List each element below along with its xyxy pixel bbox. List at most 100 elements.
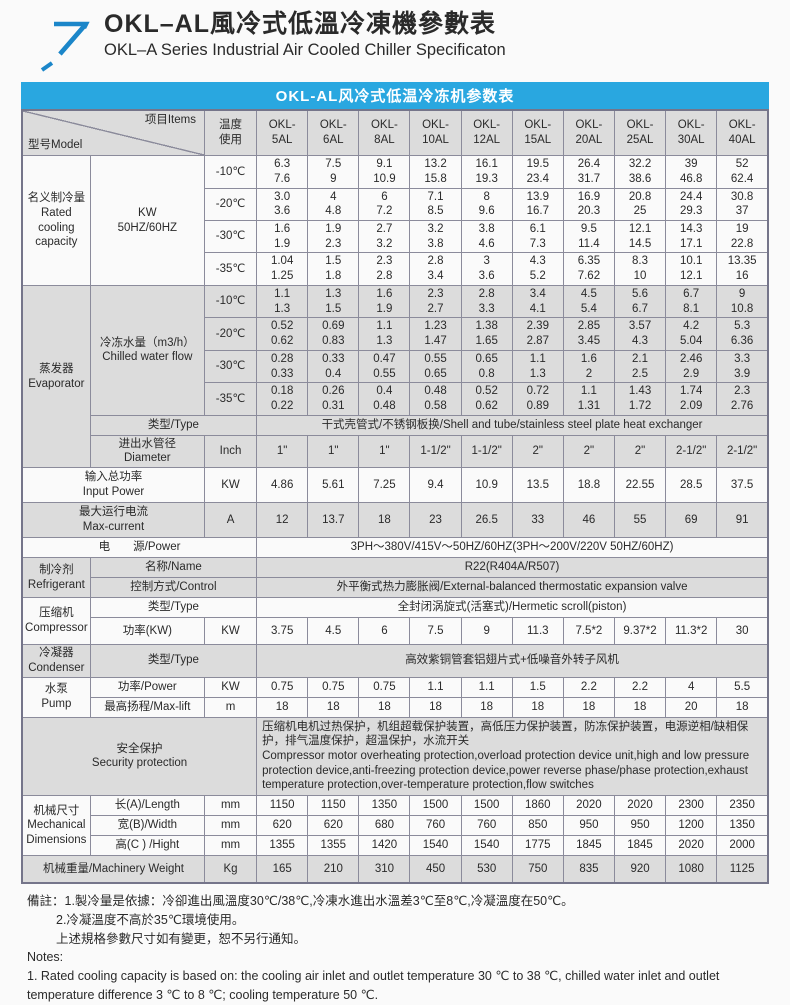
value-cell: 2.46 2.9 xyxy=(665,349,718,384)
weight-unit: Kg xyxy=(203,855,258,884)
value-cell: 4 xyxy=(665,676,718,698)
value-cell: 4.2 5.04 xyxy=(665,317,718,351)
capacity-unit-label: KW 50HZ/60HZ xyxy=(89,155,205,286)
value-cell: 0.75 xyxy=(307,676,360,698)
value-cell: 18.8 xyxy=(562,467,615,504)
notes: 備註：1.製冷量是依據：冷卻進出風溫度30℃/38℃,冷凍水進出水溫差3℃至8℃… xyxy=(27,892,790,1005)
length-label: 长(A)/Length xyxy=(89,795,205,817)
value-cell: 26.5 xyxy=(460,502,513,539)
capacity-row: -20℃ 3.0 3.6 4 4.8 6 7.2 7.1 8.5 8 9.6 1… xyxy=(22,187,769,222)
value-cell: 2350 xyxy=(716,795,769,817)
value-cell: 0.75 xyxy=(256,676,309,698)
value-cell: 620 xyxy=(307,815,360,837)
value-cell: 1.1 1.3 xyxy=(256,284,309,319)
value-cell: 55 xyxy=(613,502,667,539)
value-cell: 1845 xyxy=(562,835,615,857)
value-cell: 5.6 6.7 xyxy=(613,284,667,319)
value-cell: 18 xyxy=(358,502,411,539)
value-cell: 3.4 4.1 xyxy=(511,284,564,319)
dimension-row: 宽(B)/Width mm 620 620 680 760 760 850 95… xyxy=(22,815,769,837)
value-cell: 3.3 3.9 xyxy=(716,349,769,384)
value-cell: 2.85 3.45 xyxy=(562,317,615,351)
refrigerant-control-row: 控制方式/Control 外平衡式热力膨胀阀/External-balanced… xyxy=(22,577,769,599)
value-cell: 2.3 2.8 xyxy=(358,252,411,286)
value-cell: 0.18 0.22 xyxy=(256,382,309,416)
value-cell: 3.8 4.6 xyxy=(460,220,513,254)
value-cell: 7.5 9 xyxy=(307,155,360,189)
value-cell: 1500 xyxy=(460,795,513,817)
value-cell: 18 xyxy=(460,696,513,718)
pump-section-label: 水泵 Pump xyxy=(21,676,91,718)
value-cell: 5.3 6.36 xyxy=(716,317,769,351)
width-label: 宽(B)/Width xyxy=(89,815,205,837)
value-cell: 1.1 1.3 xyxy=(511,349,564,384)
value-cell: 10.1 12.1 xyxy=(665,252,718,286)
model-col-header: OKL- 8AL xyxy=(358,109,411,157)
pump-lift-unit: m xyxy=(203,696,258,718)
evaporator-section-label: 蒸发器 Evaporator xyxy=(21,284,91,469)
value-cell: 2.2 xyxy=(562,676,615,698)
arrow-up-right-icon xyxy=(40,21,90,72)
value-cell: 18 xyxy=(613,696,667,718)
value-cell: 6.7 8.1 xyxy=(665,284,718,319)
refrigerant-name-value: R22(R404A/R507) xyxy=(256,557,769,579)
value-cell: 18 xyxy=(307,696,360,718)
value-cell: 1080 xyxy=(665,855,718,884)
model-col-header: OKL- 12AL xyxy=(460,109,513,157)
value-cell: 16.9 20.3 xyxy=(562,187,615,222)
value-cell: 1355 xyxy=(256,835,309,857)
temp-label: -30℃ xyxy=(203,349,258,384)
value-cell: 1.43 1.72 xyxy=(613,382,667,416)
value-cell: 18 xyxy=(511,696,564,718)
page-title-zh: OKL–AL風冷式低溫冷凍機參數表 xyxy=(104,10,497,38)
value-cell: 0.75 xyxy=(358,676,411,698)
value-cell: 7.1 8.5 xyxy=(409,187,462,222)
note-zh-2: 2.冷凝溫度不高於35℃環境使用。 xyxy=(56,912,245,927)
value-cell: 2.1 2.5 xyxy=(613,349,667,384)
refrigerant-control-label: 控制方式/Control xyxy=(89,577,258,599)
value-cell: 4 4.8 xyxy=(307,187,360,222)
value-cell: 750 xyxy=(511,855,564,884)
model-col-header: OKL- 6AL xyxy=(307,109,360,157)
diameter-unit: Inch xyxy=(203,434,258,469)
input-power-label: 输入总功率 Input Power xyxy=(21,467,205,504)
value-cell: 1.1 1.31 xyxy=(562,382,615,416)
value-cell: 1.23 1.47 xyxy=(409,317,462,351)
value-cell: 7.5*2 xyxy=(562,617,615,646)
temp-label: -10℃ xyxy=(203,284,258,319)
value-cell: 1350 xyxy=(358,795,411,817)
value-cell: 2000 xyxy=(716,835,769,857)
refrigerant-name-row: 制冷剂 Refrigerant 名称/Name R22(R404A/R507) xyxy=(21,557,769,599)
value-cell: 28.5 xyxy=(665,467,718,504)
value-cell: 2.8 3.4 xyxy=(409,252,462,286)
value-cell: 39 46.8 xyxy=(665,155,718,189)
value-cell: 13.5 xyxy=(511,467,564,504)
refrigerant-control-value: 外平衡式热力膨胀阀/External-balanced thermostatic… xyxy=(256,577,769,599)
chilled-water-flow-label: 冷冻水量（m3/h） Chilled water flow xyxy=(89,284,205,416)
compressor-type-label: 类型/Type xyxy=(89,597,258,619)
value-cell: 18 xyxy=(358,696,411,718)
value-cell: 0.69 0.83 xyxy=(307,317,360,351)
compressor-section-label: 压缩机 Compressor xyxy=(21,597,91,646)
items-label: 项目Items xyxy=(144,114,196,126)
temp-label: -10℃ xyxy=(203,155,258,189)
value-cell: 0.4 0.48 xyxy=(358,382,411,416)
compressor-type-value: 全封闭涡旋式(活塞式)/Hermetic scroll(piston) xyxy=(256,597,769,619)
value-cell: 2020 xyxy=(562,795,615,817)
page-title-en: OKL–A Series Industrial Air Cooled Chill… xyxy=(104,40,506,59)
condenser-type-label: 类型/Type xyxy=(89,644,258,678)
value-cell: 13.2 15.8 xyxy=(409,155,462,189)
weight-label: 机械重量/Machinery Weight xyxy=(21,855,205,884)
value-cell: 0.55 0.65 xyxy=(409,349,462,384)
value-cell: 1" xyxy=(358,434,411,469)
value-cell: 1.1 1.3 xyxy=(358,317,411,351)
power-label: 电 源/Power xyxy=(21,537,258,559)
dimensions-section-label: 机械尺寸 Mechanical Dimensions xyxy=(21,795,91,857)
value-cell: 7.25 xyxy=(358,467,411,504)
value-cell: 18 xyxy=(562,696,615,718)
dimension-row: 机械尺寸 Mechanical Dimensions 长(A)/Length m… xyxy=(21,795,769,857)
value-cell: 1" xyxy=(256,434,309,469)
value-cell: 835 xyxy=(562,855,615,884)
value-cell: 1.1 xyxy=(460,676,513,698)
value-cell: 2" xyxy=(613,434,667,469)
